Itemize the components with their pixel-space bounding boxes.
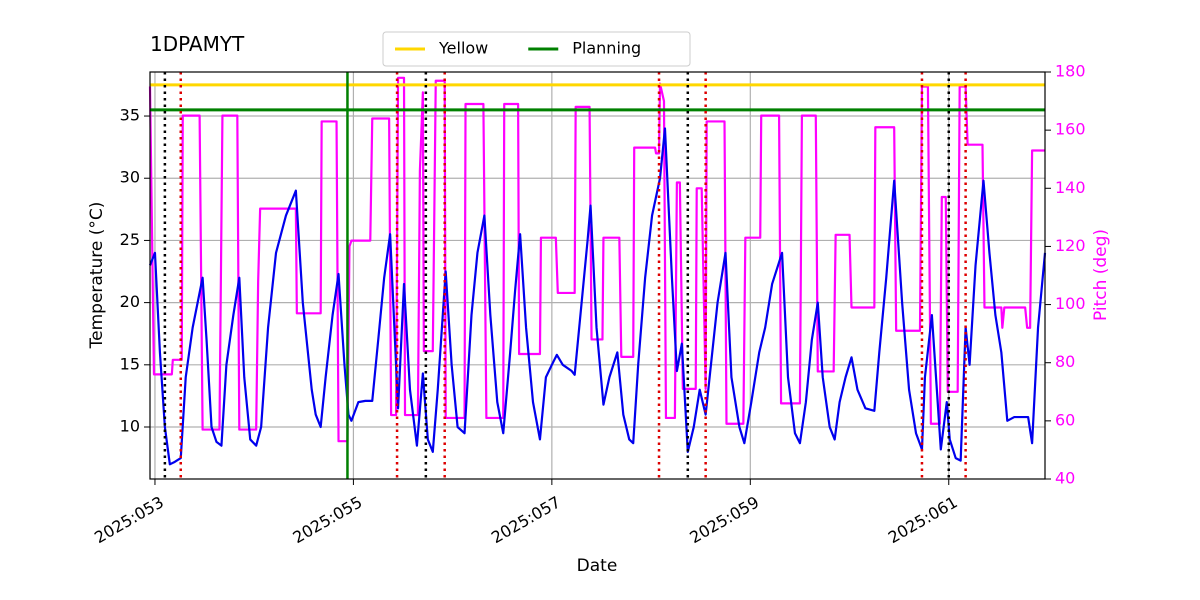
x-axis-label: Date (577, 556, 618, 576)
y2-tick-label: 140 (1055, 178, 1086, 197)
plot-area (148, 72, 1047, 479)
y2-tick-label: 80 (1055, 352, 1075, 371)
y2-tick-label: 40 (1055, 469, 1075, 488)
series-line (148, 76, 1045, 443)
y2-tick-label: 160 (1055, 120, 1086, 139)
y-tick-label: 10 (120, 417, 140, 436)
y2-tick-label: 180 (1055, 62, 1086, 81)
y2-axis-label: Pitch (deg) (1091, 229, 1111, 321)
legend-label: Planning (572, 39, 641, 58)
axes-frame (149, 71, 1046, 480)
y2-tick-label: 120 (1055, 236, 1086, 255)
y-axis-label: Temperature (°C) (87, 202, 107, 350)
y-tick-label: 30 (120, 168, 140, 187)
y-tick-label: 15 (120, 354, 140, 373)
y-tick-label: 35 (120, 106, 140, 125)
y2-tick-label: 60 (1055, 410, 1075, 429)
chart-title: 1DPAMYT (150, 32, 245, 56)
y-tick-label: 25 (120, 230, 140, 249)
series-line (148, 127, 1047, 466)
y-tick-label: 20 (120, 292, 140, 311)
y2-tick-label: 100 (1055, 294, 1086, 313)
legend-label: Yellow (438, 39, 488, 58)
